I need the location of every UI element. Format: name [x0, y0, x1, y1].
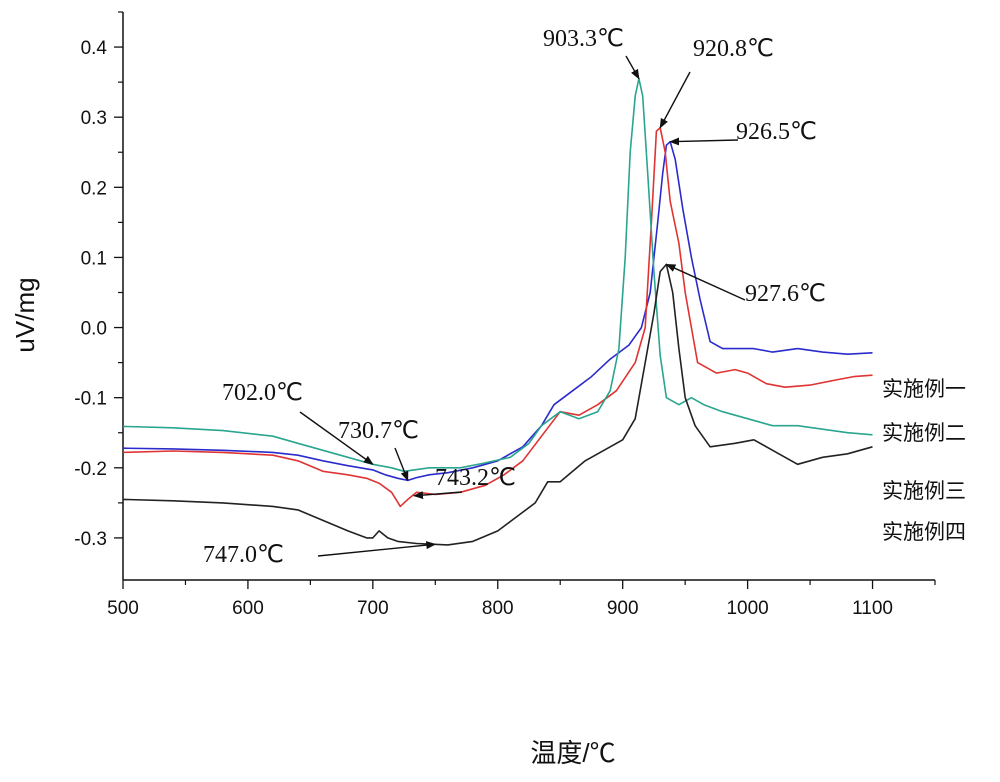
annotation-label: 920.8℃ [693, 36, 774, 62]
legend-label-1: 实施例一 [882, 377, 966, 401]
x-tick-label: 600 [232, 598, 264, 619]
x-tick-label: 900 [607, 598, 639, 619]
annotation-label: 903.3℃ [543, 26, 624, 52]
legend-label-3: 实施例三 [882, 479, 966, 503]
series-line-1 [122, 140, 873, 482]
annotation-label: 702.0℃ [222, 380, 303, 406]
annotation-arrow [659, 71, 691, 129]
y-tick-label: 0.3 [81, 108, 107, 129]
x-tick-label: 700 [357, 598, 389, 619]
x-tick-label: 800 [482, 598, 514, 619]
annotation-label: 747.0℃ [203, 542, 284, 568]
annotation-arrow [669, 137, 739, 146]
y-axis-title: uV/mg [10, 277, 40, 352]
axes: 500 600 700 800 900 1000 1100 -0.3 -0.2 -0.1 0.0 0.… [74, 11, 936, 619]
annotation-label: 927.6℃ [745, 281, 826, 307]
series-line-4 [122, 263, 873, 546]
legend-label-2: 实施例二 [882, 421, 966, 445]
y-tick-label: -0.1 [74, 389, 107, 410]
series-line-3 [122, 77, 873, 473]
y-tick-label: 0.0 [81, 319, 107, 340]
annotation-arrow [413, 491, 463, 500]
annotation-label: 743.2℃ [435, 465, 516, 491]
x-tick-label: 500 [107, 598, 139, 619]
x-axis-title: 温度/℃ [530, 738, 615, 768]
y-tick-label: -0.2 [74, 459, 107, 480]
series-group [122, 77, 873, 546]
annotation-arrow [625, 55, 640, 80]
annotations: 903.3℃ 920.8℃ 926.5℃ 927.6℃ 702.0℃ 730.7℃ 743.… [203, 26, 826, 568]
x-tick-label: 1000 [726, 598, 768, 619]
annotation-arrow [394, 447, 409, 482]
y-tick-label: 0.2 [81, 178, 107, 199]
annotation-label: 730.7℃ [338, 418, 419, 444]
annotation-label: 926.5℃ [736, 119, 817, 145]
x-tick-label: 1100 [852, 598, 893, 619]
annotation-arrow [299, 411, 374, 465]
y-tick-label: -0.3 [74, 529, 107, 550]
y-tick-label: 0.1 [81, 248, 107, 269]
annotation-arrow [665, 263, 746, 301]
y-tick-label: 0.4 [81, 38, 108, 59]
legend-label-4: 实施例四 [882, 520, 966, 544]
series-line-2 [122, 126, 873, 508]
annotation-arrow [317, 541, 437, 557]
